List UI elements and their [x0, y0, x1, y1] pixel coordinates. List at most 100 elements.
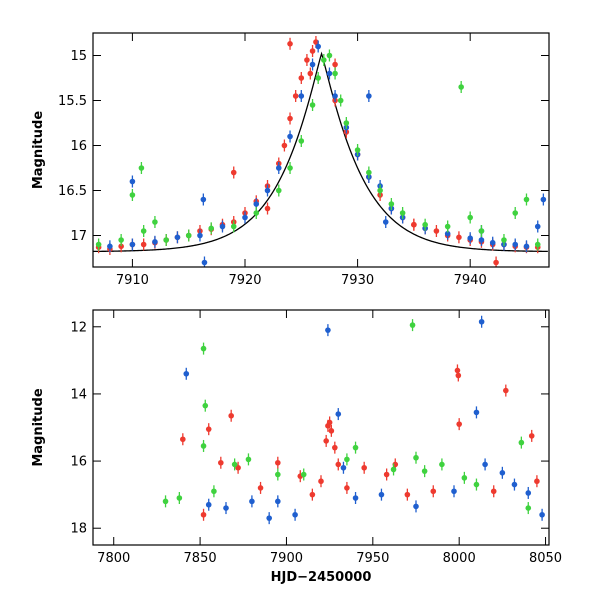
data-point — [118, 237, 124, 243]
data-point — [197, 232, 203, 239]
data-point — [499, 470, 506, 476]
y-tick-label: 14 — [70, 387, 87, 402]
data-point — [382, 219, 389, 225]
bottom-panel: 7800 7850 7900 7950 8000 8050 12 14 16 18 Magnitud… — [31, 309, 562, 585]
data-point — [388, 201, 395, 207]
data-point — [211, 488, 217, 495]
data-point — [335, 411, 342, 417]
x-tick-label: 8050 — [529, 551, 562, 566]
data-point — [473, 409, 480, 416]
data-point — [455, 372, 462, 379]
y-tick-label: 18 — [70, 522, 87, 537]
data-point — [287, 133, 293, 140]
data-point — [456, 234, 462, 241]
data-point — [129, 192, 136, 198]
x-tick-label: 7930 — [341, 273, 374, 288]
data-point — [249, 498, 255, 505]
data-point — [287, 165, 293, 171]
data-point — [180, 436, 186, 443]
data-point — [378, 491, 385, 498]
data-point — [95, 241, 102, 248]
data-point — [413, 454, 419, 461]
data-point — [304, 57, 310, 63]
data-point — [354, 147, 361, 153]
data-point — [275, 459, 281, 466]
data-point — [140, 228, 147, 234]
data-point — [433, 228, 440, 234]
data-point — [482, 461, 488, 468]
data-point — [328, 428, 335, 434]
data-point — [501, 237, 507, 243]
data-point — [534, 478, 540, 485]
data-point — [140, 241, 147, 248]
plot-area — [93, 36, 548, 267]
data-point — [332, 93, 338, 99]
data-point — [309, 102, 316, 108]
data-point — [383, 471, 390, 478]
data-point — [200, 443, 207, 449]
data-point — [242, 214, 248, 221]
series-1 — [107, 40, 547, 267]
data-point — [315, 75, 321, 81]
y-tick-label: 17 — [70, 229, 87, 244]
data-point — [525, 490, 532, 496]
y-tick-label: 12 — [70, 320, 87, 335]
data-point — [162, 498, 169, 505]
data-point — [461, 475, 468, 481]
data-point — [473, 481, 480, 488]
data-point — [478, 237, 485, 243]
data-point — [326, 70, 333, 77]
data-point — [298, 93, 305, 99]
data-point — [377, 187, 383, 194]
data-point — [490, 488, 497, 495]
data-point — [174, 234, 181, 241]
data-point — [219, 223, 226, 230]
y-tick-label: 16 — [70, 139, 87, 154]
data-point — [534, 223, 541, 230]
data-point — [439, 461, 445, 468]
data-point — [335, 461, 342, 468]
data-point — [467, 214, 473, 221]
data-point — [275, 165, 282, 171]
x-tick-label: 7850 — [184, 551, 217, 566]
data-point — [340, 464, 347, 471]
data-point — [309, 491, 316, 498]
data-point — [275, 471, 281, 478]
data-point — [318, 478, 324, 485]
data-point — [390, 466, 397, 473]
data-point — [409, 322, 416, 328]
y-tick-label: 16 — [70, 455, 87, 470]
data-point — [138, 165, 145, 171]
data-point — [218, 459, 224, 466]
data-point — [337, 97, 344, 104]
data-point — [129, 241, 136, 248]
data-point — [344, 456, 350, 463]
data-point — [129, 178, 136, 185]
data-point — [230, 169, 237, 176]
series-1 — [183, 315, 545, 525]
data-point — [478, 318, 485, 325]
data-point — [230, 223, 237, 230]
x-tick-label: 7920 — [228, 273, 261, 288]
data-point — [413, 503, 419, 510]
data-point — [456, 421, 462, 427]
x-axis-label: HJD−2450000 — [271, 570, 372, 585]
data-point — [205, 426, 212, 432]
data-point — [235, 464, 241, 471]
data-point — [228, 412, 234, 419]
data-point — [458, 84, 464, 90]
data-point — [200, 196, 207, 203]
data-point — [512, 210, 519, 216]
data-point — [411, 221, 417, 228]
data-point — [266, 515, 272, 521]
data-point — [421, 468, 428, 474]
x-tick-label: 7910 — [116, 273, 149, 288]
data-point — [326, 52, 333, 59]
top-panel: 7910 7920 7930 7940 15 15.5 16 16.5 17 Magnitude — [31, 32, 550, 288]
data-point — [525, 505, 532, 511]
data-point — [264, 205, 271, 212]
data-point — [309, 61, 316, 68]
data-point — [287, 115, 293, 122]
data-point — [467, 235, 473, 241]
data-point — [205, 501, 212, 508]
